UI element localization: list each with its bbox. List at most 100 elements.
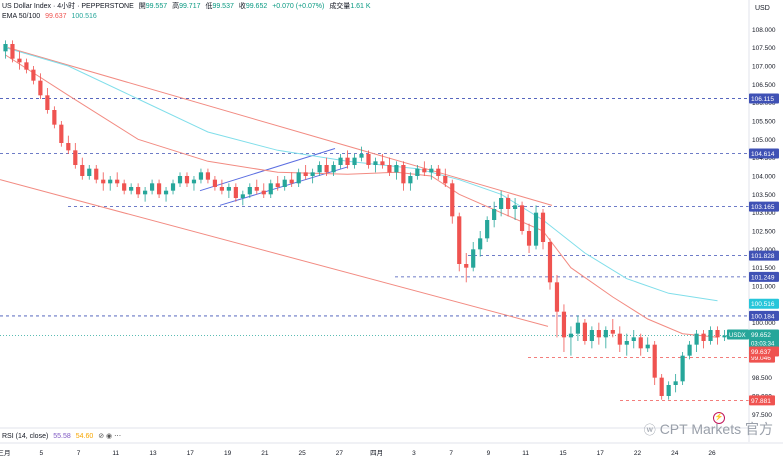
candle-body <box>666 385 671 396</box>
candle-body <box>87 168 92 176</box>
x-axis-tick-label: 19 <box>224 450 232 457</box>
candle-body <box>519 205 525 231</box>
y-axis-tick-label: 103.500 <box>752 192 776 199</box>
rsi-label: RSI (14, close) <box>2 433 49 440</box>
candle-body <box>226 187 231 191</box>
candle-body <box>66 143 71 151</box>
candle-body <box>101 179 106 184</box>
currency-label: USD <box>755 5 770 12</box>
candle-body <box>122 183 127 191</box>
high-label: 高 <box>172 3 180 10</box>
candle-body <box>387 165 392 173</box>
candle-body <box>380 161 385 165</box>
candle-body <box>296 172 301 184</box>
ema-price-label: 99.637 <box>751 349 771 356</box>
candle-body <box>191 179 197 184</box>
y-axis-tick-label: 105.500 <box>752 119 776 126</box>
candle-body <box>94 168 99 180</box>
lightning-icon[interactable]: ⚡ <box>713 412 725 424</box>
watermark: ⓦ CPT Markets 官方 <box>644 419 773 439</box>
x-axis-tick-label: 三月 <box>0 449 11 457</box>
x-axis-tick-label: 26 <box>708 450 716 457</box>
candle-body <box>115 179 120 184</box>
candle-body <box>52 110 57 125</box>
y-axis-tick-label: 102.500 <box>752 229 776 236</box>
candle-body <box>352 157 357 165</box>
candle-body <box>31 69 36 81</box>
low-label: 低 <box>205 3 213 10</box>
level-price-tag <box>749 201 779 212</box>
ema100-value: 100.516 <box>71 13 97 20</box>
ema-label: EMA 50/100 <box>2 13 41 20</box>
rsi-settings-icon[interactable]: ⊘ ◉ ⋯ <box>98 433 122 440</box>
candle-body <box>17 58 22 63</box>
support-price-tag <box>749 395 775 406</box>
x-axis-tick-label: 7 <box>77 450 81 457</box>
candle-body <box>129 187 134 191</box>
candle-body <box>10 44 15 59</box>
candle-body <box>261 190 266 195</box>
x-axis-tick-label: 21 <box>261 450 269 457</box>
candle-body <box>108 179 113 184</box>
candle-body <box>149 183 155 191</box>
candle-body <box>492 209 497 220</box>
candle-body <box>450 183 455 217</box>
candle-body <box>540 212 546 242</box>
current-price-value: 99.652 <box>751 332 771 339</box>
candle-body <box>156 183 162 195</box>
y-axis-tick-label: 101.500 <box>752 265 776 272</box>
x-axis-tick-label: 5 <box>39 450 43 457</box>
watermark-text: CPT Markets 官方 <box>659 421 773 437</box>
candle-body <box>282 179 287 187</box>
candle-body <box>163 190 169 195</box>
ema-legend[interactable]: EMA 50/100 99.637 100.516 <box>2 12 100 21</box>
x-axis-tick-label: 11 <box>522 450 529 457</box>
y-axis-tick-label: 107.500 <box>752 45 776 52</box>
close-label: 收 <box>238 3 246 10</box>
candle-body <box>561 311 567 338</box>
candle-body <box>324 165 329 173</box>
high-value: 99.717 <box>179 3 201 10</box>
candle-body <box>170 183 176 191</box>
level-price-label: 106.115 <box>751 96 774 103</box>
candle-body <box>415 168 420 176</box>
level-price-label: 101.828 <box>751 253 775 260</box>
candle-body <box>136 187 141 195</box>
x-axis-tick-label: 3 <box>412 450 416 457</box>
y-axis-tick-label: 106.000 <box>752 100 776 107</box>
candle-body <box>582 322 587 341</box>
level-price-tag <box>749 310 779 321</box>
candle-body <box>45 95 50 110</box>
candle-body <box>568 333 574 338</box>
candle-body <box>394 165 399 173</box>
level-price-label: 100.184 <box>751 313 775 320</box>
candle-body <box>506 198 511 209</box>
support-price-label: 99.046 <box>751 355 771 362</box>
candle-body <box>247 187 252 195</box>
level-price-tag <box>749 271 779 282</box>
candle-body <box>338 157 343 165</box>
candle-body <box>275 183 280 187</box>
candle-body <box>268 183 273 195</box>
y-axis-tick-label: 97.500 <box>752 412 772 419</box>
candle-body <box>722 335 727 338</box>
level-price-tag <box>749 93 779 104</box>
bar-countdown: 03:03:34 <box>751 342 775 348</box>
support-price-label: 97.881 <box>751 398 771 405</box>
candle-body <box>303 172 308 176</box>
candle-body <box>547 242 553 283</box>
candle-body <box>310 172 315 176</box>
candle-body <box>652 344 657 378</box>
y-axis-tick-label: 100.000 <box>752 320 776 327</box>
channel-lower-line <box>0 179 549 327</box>
candle-body <box>603 330 608 338</box>
candle-body <box>254 187 259 191</box>
candle-body <box>3 44 8 52</box>
candle-body <box>198 172 204 180</box>
volume-label: 成交量 <box>329 3 351 10</box>
candle-body <box>38 80 43 96</box>
y-axis-tick-label: 107.000 <box>752 64 776 71</box>
rsi-legend[interactable]: RSI (14, close) 55.58 54.60 ⊘ ◉ ⋯ <box>2 432 124 441</box>
x-axis-tick-label: 15 <box>559 450 567 457</box>
